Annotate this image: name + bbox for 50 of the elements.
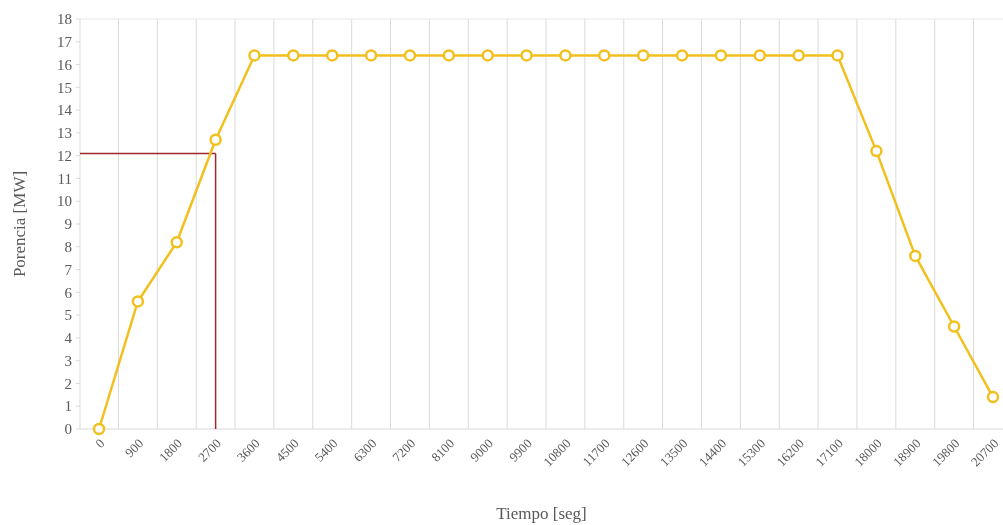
y-tick-label: 9 [64, 216, 72, 233]
point [909, 249, 922, 263]
y-tick-label: 14 [57, 102, 73, 119]
point [636, 49, 650, 62]
x-tick-label: 0 [92, 435, 108, 451]
x-axis-title: Tiempo [seg] [496, 504, 587, 523]
point [248, 49, 261, 62]
x-tick-label: 900 [121, 435, 147, 461]
y-tick-label: 2 [64, 375, 72, 392]
point [481, 49, 494, 62]
point [520, 49, 533, 62]
point [947, 320, 961, 333]
x-tick-label: 6300 [350, 435, 380, 465]
point [831, 49, 844, 62]
point [792, 49, 805, 62]
point [986, 390, 1000, 404]
point [559, 49, 572, 62]
x-tick-label: 4500 [272, 435, 302, 465]
point [714, 49, 728, 62]
y-tick-label: 3 [64, 352, 72, 369]
y-tick-label: 17 [57, 34, 73, 51]
point [753, 49, 767, 62]
y-tick-label: 4 [64, 330, 73, 347]
y-tick-label: 5 [64, 307, 72, 324]
y-tick-label: 8 [64, 239, 72, 256]
point [442, 49, 456, 62]
y-tick-label: 15 [57, 79, 72, 96]
y-tick-label: 13 [57, 125, 72, 142]
point [287, 49, 300, 62]
y-tick-label: 0 [64, 421, 72, 438]
point [325, 49, 339, 62]
point [170, 235, 183, 249]
point [209, 133, 222, 146]
point [131, 295, 145, 308]
point [598, 49, 611, 62]
y-tick-label: 11 [57, 170, 72, 187]
point [364, 49, 378, 62]
point [92, 422, 106, 436]
y-tick-label: 12 [57, 147, 72, 164]
point [675, 49, 689, 62]
y-tick-label: 1 [64, 398, 72, 415]
y-tick-label: 16 [57, 56, 73, 73]
y-tick-label: 18 [57, 11, 72, 28]
y-tick-label: 6 [64, 284, 73, 301]
point [403, 49, 417, 62]
y-tick-label: 10 [57, 193, 72, 210]
y-axis-title: Porencia [MW] [10, 170, 29, 278]
point [870, 144, 883, 158]
y-tick-label: 7 [64, 261, 73, 278]
x-tick-label: 7200 [389, 435, 419, 465]
